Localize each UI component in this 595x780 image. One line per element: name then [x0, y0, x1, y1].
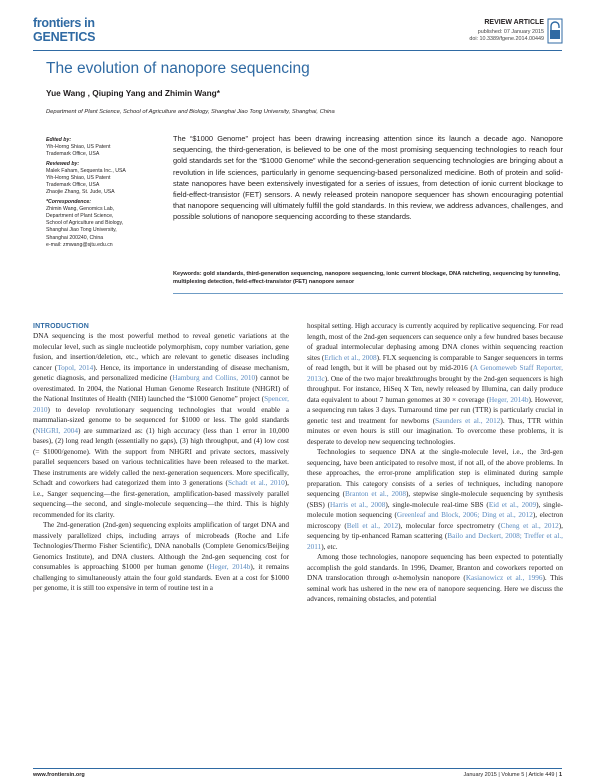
body-text: ). One of the two major breakthroughs br… [307, 374, 563, 404]
body-text: ), it remains challenging to simultaneou… [33, 563, 289, 593]
correspondence-line: Department of Plant Science, [46, 213, 114, 220]
body-text: ), electron microscopy ( [307, 511, 563, 530]
citation-link[interactable]: Greenleaf and Block, 2006; Ding et al., … [396, 511, 533, 520]
published-date: published: 07 January 2015 [477, 29, 544, 35]
edited-by-line: Trademark Office, USA [46, 151, 100, 158]
body-paragraph: DNA sequencing is the most powerful meth… [33, 331, 289, 520]
abstract: The “$1000 Genome” project has been draw… [173, 134, 563, 222]
citation-link[interactable]: Saunders et al., 2012 [435, 416, 501, 425]
edited-by-line: Yih-Horng Shiao, US Patent [46, 144, 111, 151]
body-text: ). This seminal work has ushered in the … [307, 574, 563, 604]
citation-link[interactable]: Bailo and Deckert, 2008; Treffer et al.,… [307, 532, 563, 551]
correspondence-line: School of Agriculture and Biology, [46, 220, 124, 227]
article-type-label: REVIEW ARTICLE [484, 19, 544, 26]
journal-website-link[interactable]: www.frontiersin.org [33, 772, 85, 778]
body-text: Technologies to sequence DNA at the sing… [307, 448, 563, 499]
correspondence-heading: *Correspondence: [46, 198, 91, 205]
reviewer-line: Malek Faham, Sequenta Inc., USA [46, 167, 126, 174]
body-text: ) cannot be overestimated. In 2004, the … [33, 374, 289, 404]
page-number: 1 [558, 772, 562, 778]
logo-line-1: frontiers in [33, 16, 95, 30]
section-heading-introduction: INTRODUCTION [33, 323, 90, 330]
author-list: Yue Wang , Qiuping Yang and Zhimin Wang* [46, 88, 220, 98]
body-text: ). FLX sequencing is comparable to Sange… [307, 353, 563, 373]
footer-divider [33, 768, 562, 769]
citation-link[interactable]: NHGRI, 2004 [35, 426, 79, 435]
body-paragraph: The 2nd-generation (2nd-gen) sequencing … [33, 520, 289, 594]
header-divider [33, 50, 562, 51]
citation-link[interactable]: Spencer, 2010 [33, 395, 289, 414]
keywords-divider [173, 293, 563, 294]
citation-link[interactable]: Eid et al., 2009 [488, 500, 537, 509]
article-title: The evolution of nanopore sequencing [46, 60, 310, 77]
body-column-right: hospital setting. High accuracy is curre… [307, 321, 563, 605]
citation-link[interactable]: A Genomeweb Staff Reporter, 2013c [307, 364, 563, 383]
body-text: ), sequencing by tip-enhanced Raman scat… [307, 521, 563, 541]
body-text: ) are summarized as: (1) high accuracy (… [33, 426, 289, 488]
correspondence-line: Zhimin Wang, Genomics Lab, [46, 205, 115, 212]
body-text: Among those technologies, nanopore seque… [307, 553, 563, 583]
citation-link[interactable]: Schadt et al., 2010 [227, 479, 285, 488]
body-text: ), single-molecule motion sequencing ( [307, 500, 563, 520]
body-text: ). Thus, TTR within minutes or even hour… [307, 416, 564, 446]
journal-logo: frontiers in GENETICS [33, 16, 153, 44]
keywords-label: Keywords: [173, 271, 202, 277]
correspondence-line: Shanghai Jiao Tong University, [46, 227, 117, 234]
body-paragraph: Among those technologies, nanopore seque… [307, 552, 563, 605]
editorial-sidebar: Edited by: Yih-Horng Shiao, US Patent Tr… [46, 137, 166, 249]
author-affiliation: Department of Plant Science, School of A… [46, 109, 335, 115]
body-text: ). However, a sequencing run takes 3 day… [307, 395, 563, 425]
reviewer-line: Zhaojie Zhang, St. Jude, USA [46, 189, 115, 196]
body-paragraph: Technologies to sequence DNA at the sing… [307, 447, 563, 552]
body-text: ), molecular force spectrometry ( [398, 521, 501, 530]
citation-link[interactable]: Bell et al., 2012 [346, 521, 399, 530]
citation-link[interactable]: Heger, 2014b [489, 395, 529, 404]
doi-link[interactable]: doi: 10.3389/fgene.2014.00449 [469, 36, 544, 42]
citation-link[interactable]: Erlich et al., 2008 [324, 353, 377, 362]
citation-link[interactable]: Kasianowicz et al., 1996 [465, 574, 543, 583]
body-text: The 2nd-generation (2nd-gen) sequencing … [33, 521, 289, 572]
correspondence-line: Shanghai 200240, China [46, 234, 104, 241]
citation-link[interactable]: Heger, 2014b [209, 563, 251, 572]
footer-citation: January 2015 | Volume 5 | Article 449 | … [464, 772, 562, 778]
citation-link[interactable]: Cheng et al., 2012 [500, 521, 559, 530]
reviewed-by-heading: Reviewed by: [46, 160, 80, 167]
citation-link[interactable]: Topol, 2014 [57, 363, 94, 372]
logo-line-2: GENETICS [33, 30, 96, 44]
keywords: Keywords: gold standards, third-generati… [173, 270, 563, 287]
body-text: ), i.e., Sanger sequencing—the first-gen… [33, 479, 289, 519]
body-text: hospital setting. High accuracy is curre… [307, 322, 563, 362]
body-column-left: INTRODUCTION DNA sequencing is the most … [33, 323, 289, 594]
body-paragraph: hospital setting. High accuracy is curre… [307, 321, 563, 447]
citation-link[interactable]: Branton et al., 2008 [345, 490, 407, 499]
correspondence-email[interactable]: e-mail: zmwang@sjtu.edu.cn [46, 241, 113, 248]
body-text: ), single-molecule real-time SBS ( [385, 500, 489, 509]
citation-link[interactable]: Harris et al., 2008 [330, 500, 386, 509]
body-text: ). Hence, its importance in understandin… [33, 363, 290, 383]
citation-link[interactable]: Hamburg and Collins, 2010 [172, 374, 256, 383]
body-text: ) to develop revolutionary sequencing te… [33, 405, 289, 435]
footer-volume-info: January 2015 | Volume 5 | Article 449 | [463, 772, 558, 778]
body-text: DNA sequencing is the most powerful meth… [33, 332, 289, 372]
body-text: ), stepwise single-molecule sequencing b… [307, 490, 563, 509]
open-access-badge-icon [547, 18, 563, 44]
body-text: ), etc. [321, 542, 338, 551]
reviewer-line: Yih-Horng Shiao, US Patent [46, 175, 111, 182]
keywords-text: gold standards, third-generation sequenc… [173, 271, 561, 286]
edited-by-heading: Edited by: [46, 137, 72, 143]
reviewer-line: Trademark Office, USA [46, 182, 100, 189]
